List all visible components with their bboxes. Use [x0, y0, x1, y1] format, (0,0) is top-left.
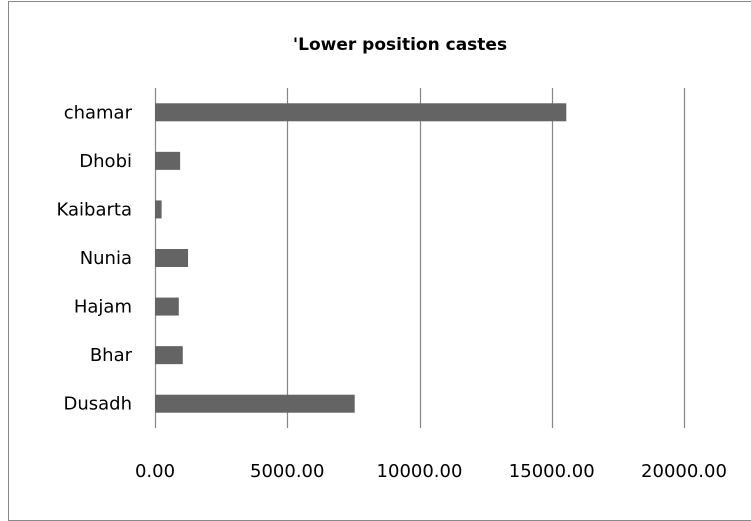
bar-chart: 'Lower position castes chamar Dhobi Kaibar… — [57, 35, 727, 482]
category-label: Hajam — [74, 297, 132, 318]
chart-frame — [8, 1, 751, 521]
category-label: chamar — [64, 102, 133, 123]
bar-dhobi — [155, 151, 181, 170]
category-label: Nunia — [80, 248, 132, 269]
x-tick-label: 20000.00 — [641, 461, 727, 482]
gridlines — [154, 88, 686, 428]
category-label: Kaibarta — [57, 199, 132, 220]
chart-title: 'Lower position castes — [293, 35, 507, 55]
category-label: Dusadh — [63, 394, 132, 415]
category-label: Dhobi — [79, 151, 132, 172]
category-labels: chamar Dhobi Kaibarta Nunia Hajam Bhar Dusadh — [57, 102, 133, 414]
x-tick-label: 5000.00 — [250, 461, 324, 482]
bars — [155, 103, 567, 413]
bar-kaibarta — [155, 200, 162, 219]
x-axis-tick-labels: 0.00 5000.00 10000.00 15000.00 20000.00 — [135, 461, 727, 482]
x-tick-label: 15000.00 — [509, 461, 595, 482]
bar-bhar — [155, 346, 183, 365]
bar-hajam — [155, 297, 179, 316]
category-label: Bhar — [90, 345, 133, 366]
bar-nunia — [155, 249, 189, 267]
x-tick-label: 0.00 — [135, 461, 175, 482]
bar-dusadh — [155, 394, 355, 413]
x-tick-label: 10000.00 — [377, 461, 463, 482]
bar-chamar — [155, 103, 567, 122]
